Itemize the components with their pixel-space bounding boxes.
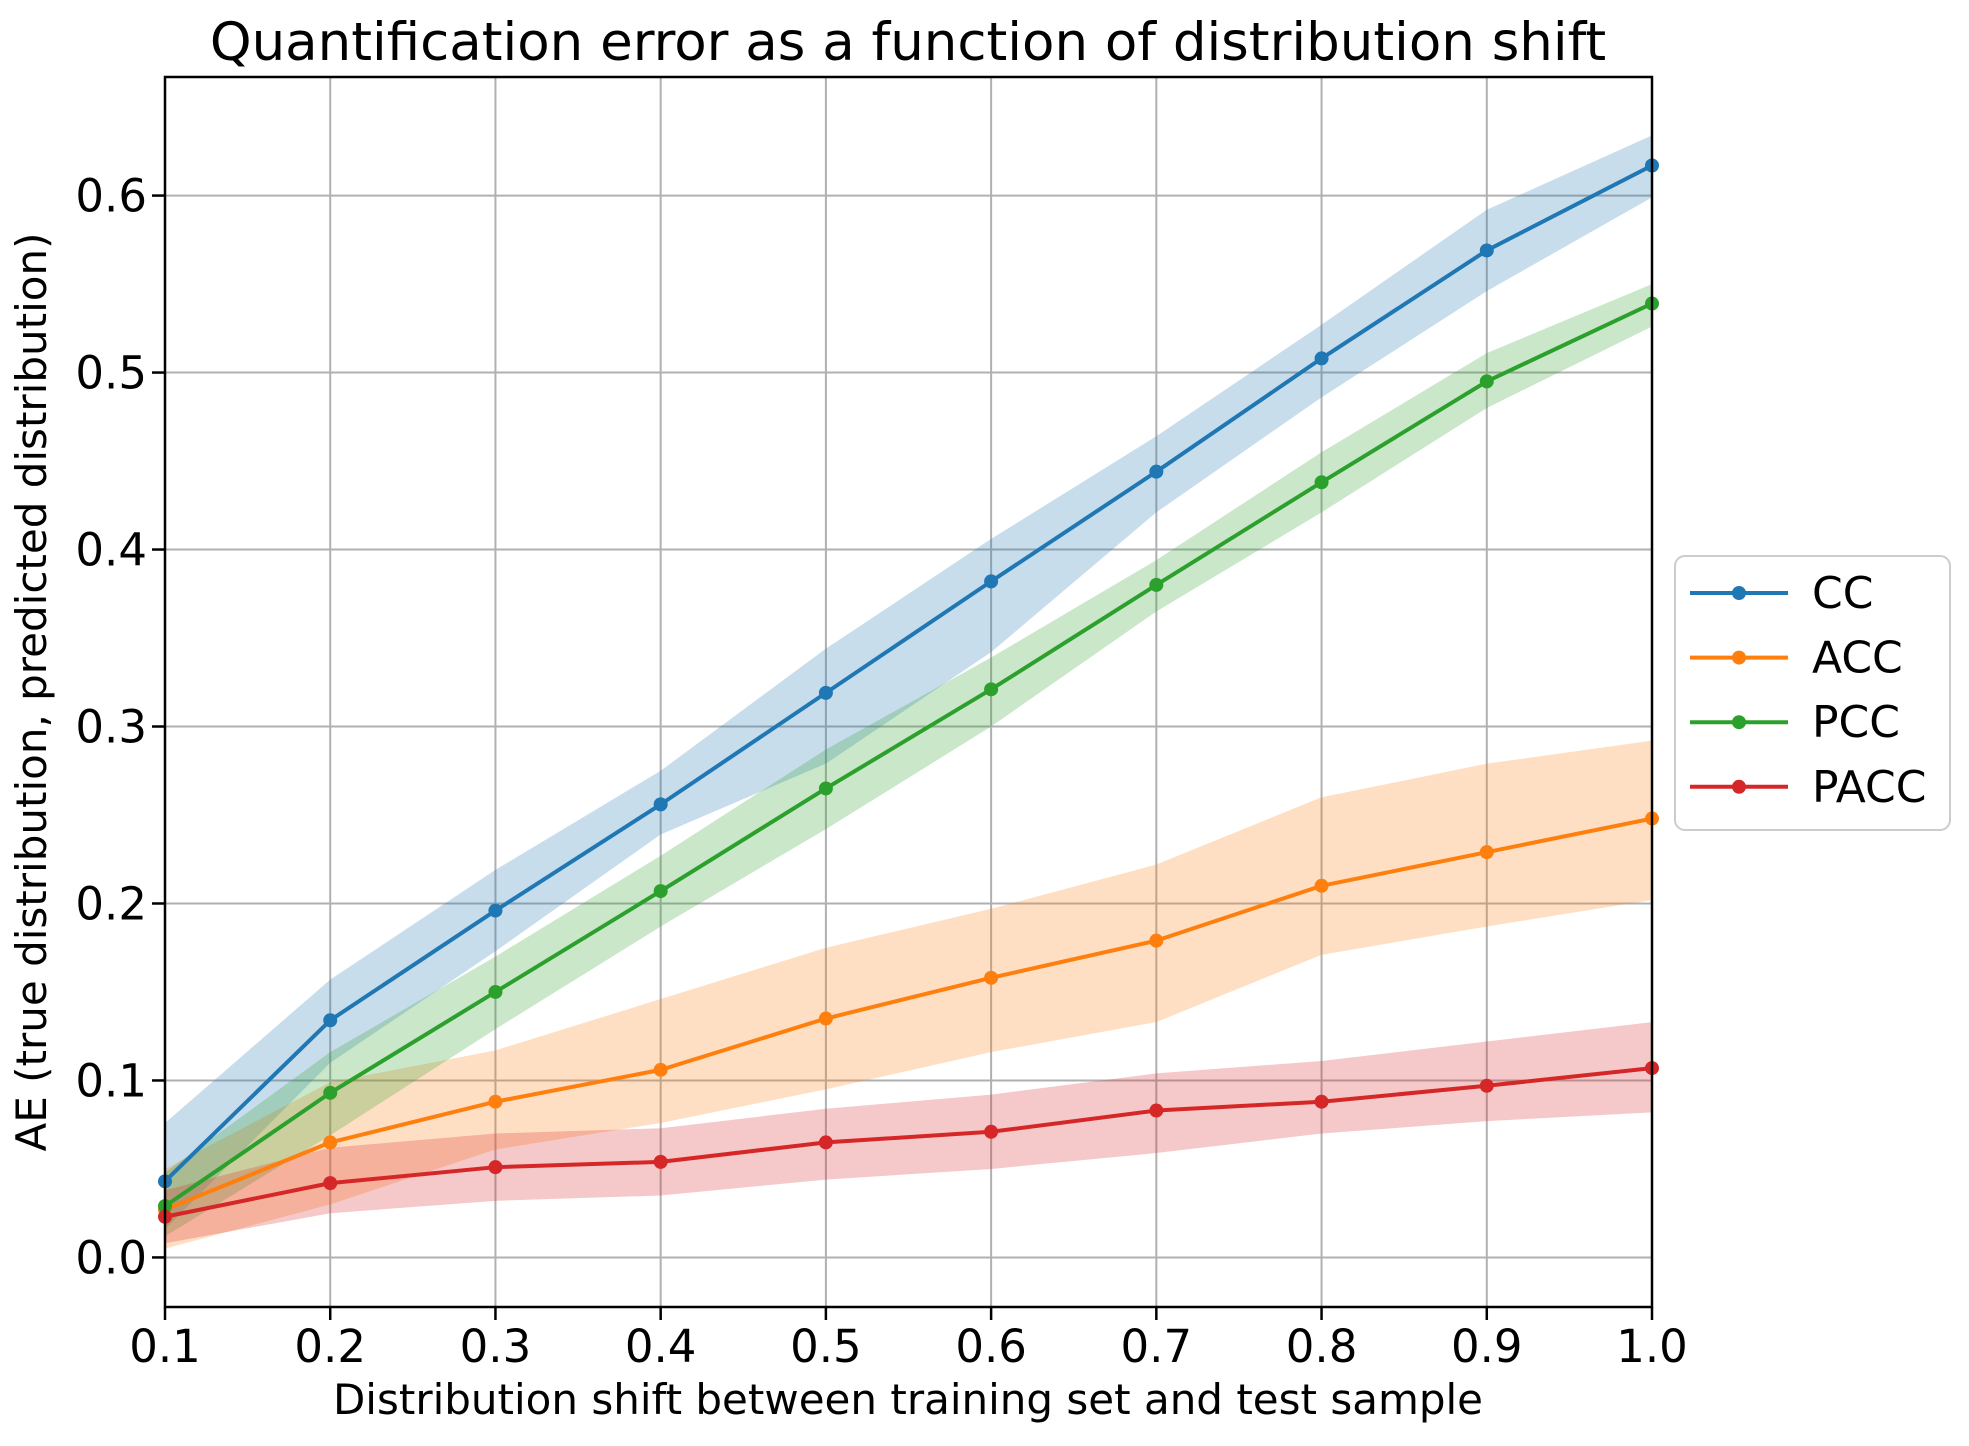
marker-ACC-0.3 xyxy=(488,1094,503,1109)
legend: CC ACC PCC PACC xyxy=(1674,555,1951,831)
x-tick-label-0.8: 0.8 xyxy=(1286,1320,1358,1373)
x-tick-label-0.4: 0.4 xyxy=(625,1320,697,1373)
marker-CC-0.3 xyxy=(488,903,503,918)
legend-item-ACC: ACC xyxy=(1690,633,1903,684)
y-axis-label: AE (true distribution, predicted distrib… xyxy=(7,233,56,1152)
x-tick-label-0.5: 0.5 xyxy=(790,1320,862,1373)
marker-CC-0.2 xyxy=(323,1013,338,1028)
confidence-band-CC xyxy=(165,135,1652,1230)
marker-PCC-0.5 xyxy=(818,781,833,796)
y-tick-label-0.5: 0.5 xyxy=(75,347,147,400)
series-line-PACC xyxy=(163,1066,1654,1219)
legend-marker-PCC xyxy=(1732,715,1746,730)
marker-PCC-0.9 xyxy=(1479,374,1494,389)
chart-title: Quantification error as a function of di… xyxy=(210,12,1606,73)
legend-marker-ACC xyxy=(1732,650,1746,665)
marker-CC-0.8 xyxy=(1314,351,1329,366)
x-tick-label-0.9: 0.9 xyxy=(1451,1320,1523,1373)
marker-PCC-0.6 xyxy=(984,682,999,697)
series-line-CC xyxy=(163,163,1654,1184)
x-tick-label-0.2: 0.2 xyxy=(294,1320,366,1373)
y-tick-label-0.3: 0.3 xyxy=(75,701,147,754)
legend-label-PACC: PACC xyxy=(1812,762,1927,813)
marker-CC-0.5 xyxy=(818,685,833,700)
marker-ACC-0.4 xyxy=(653,1062,668,1077)
marker-PACC-0.3 xyxy=(488,1160,503,1175)
legend-item-PACC: PACC xyxy=(1690,762,1927,813)
x-tick-label-1.0: 1.0 xyxy=(1616,1320,1688,1373)
legend-label-PCC: PCC xyxy=(1812,697,1900,748)
series-markers-PACC xyxy=(158,1061,1659,1224)
legend-label-CC: CC xyxy=(1812,568,1873,619)
marker-ACC-0.5 xyxy=(818,1011,833,1026)
marker-ACC-0.8 xyxy=(1314,878,1329,893)
marker-PCC-0.8 xyxy=(1314,475,1329,490)
x-tick-label-0.7: 0.7 xyxy=(1121,1320,1193,1373)
legend-marker-PACC xyxy=(1732,779,1746,794)
legend-box xyxy=(1674,555,1951,831)
marker-PCC-0.3 xyxy=(488,984,503,999)
series-markers-PCC xyxy=(158,296,1659,1214)
marker-ACC-0.2 xyxy=(323,1135,338,1150)
y-tick-label-0.6: 0.6 xyxy=(75,170,147,223)
x-tick-label-0.6: 0.6 xyxy=(955,1320,1027,1373)
marker-PACC-0.5 xyxy=(818,1135,833,1150)
series-line-ACC xyxy=(163,816,1654,1212)
marker-PCC-0.2 xyxy=(323,1085,338,1100)
series-line-PCC xyxy=(163,301,1654,1209)
x-tick-label-0.1: 0.1 xyxy=(129,1320,201,1373)
marker-ACC-0.9 xyxy=(1479,845,1494,860)
confidence-band-PACC xyxy=(165,1022,1652,1244)
marker-PACC-0.9 xyxy=(1479,1078,1494,1093)
marker-ACC-0.6 xyxy=(984,970,999,985)
legend-marker-CC xyxy=(1732,586,1746,600)
marker-PCC-0.4 xyxy=(653,884,668,899)
y-tick-label-0.0: 0.0 xyxy=(75,1231,147,1284)
legend-item-PCC: PCC xyxy=(1690,697,1900,748)
marker-CC-0.6 xyxy=(984,574,999,589)
legend-item-CC: CC xyxy=(1690,568,1873,619)
marker-CC-0.9 xyxy=(1479,243,1494,258)
confidence-band-PCC xyxy=(165,284,1652,1237)
x-tick-label-0.3: 0.3 xyxy=(460,1320,532,1373)
marker-PACC-0.4 xyxy=(653,1154,668,1169)
legend-label-ACC: ACC xyxy=(1812,633,1903,684)
marker-PACC-0.2 xyxy=(323,1176,338,1191)
marker-ACC-0.7 xyxy=(1149,933,1164,948)
marker-PACC-0.7 xyxy=(1149,1103,1164,1118)
x-axis-label: Distribution shift between training set … xyxy=(333,1375,1483,1424)
marker-PCC-0.7 xyxy=(1149,577,1164,592)
y-tick-label-0.4: 0.4 xyxy=(75,524,147,577)
y-tick-label-0.1: 0.1 xyxy=(75,1054,147,1107)
marker-PACC-0.8 xyxy=(1314,1094,1329,1109)
confidence-band-ACC xyxy=(165,740,1652,1249)
marker-PACC-0.6 xyxy=(984,1124,999,1139)
marker-CC-0.7 xyxy=(1149,464,1164,479)
plot-border xyxy=(163,75,1654,1309)
y-tick-label-0.2: 0.2 xyxy=(75,877,147,930)
marker-CC-0.4 xyxy=(653,797,668,812)
